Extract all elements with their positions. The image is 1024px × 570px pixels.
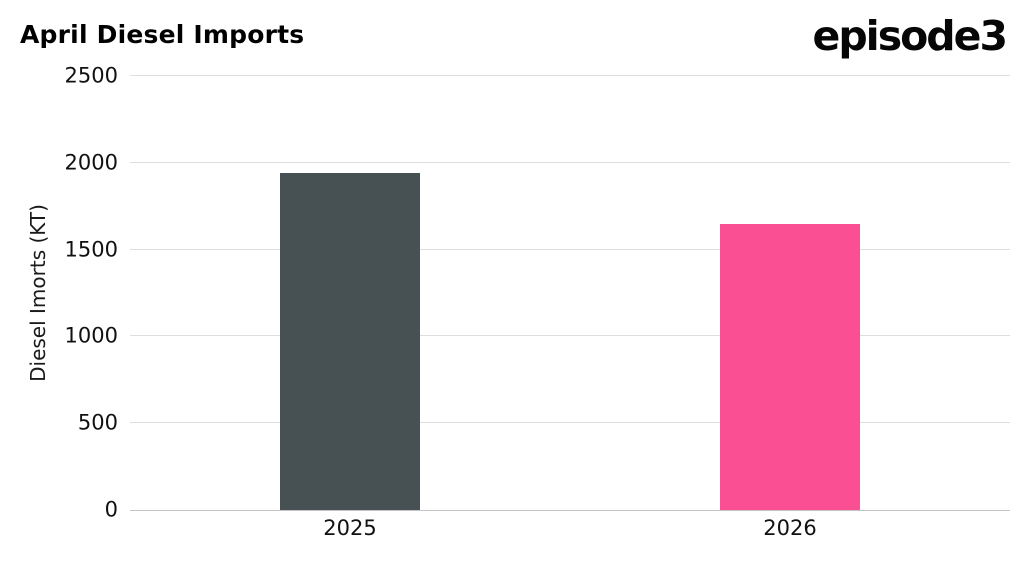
gridline: [130, 422, 1010, 424]
x-tick-label-2025: 2025: [323, 516, 377, 540]
y-tick-label: 2000: [64, 150, 118, 175]
gridline: [130, 335, 1010, 337]
bar-2025: [280, 173, 420, 510]
chart-title: April Diesel Imports: [20, 20, 305, 49]
y-tick-label: 500: [77, 410, 118, 435]
bar-slot-2026: [570, 76, 1010, 510]
y-tick-label: 0: [104, 497, 118, 522]
y-tick-label: 1000: [64, 323, 118, 348]
x-axis-labels: 2025 2026: [130, 516, 1010, 540]
gridline: [130, 75, 1010, 76]
brand-logo: episode3: [812, 12, 1008, 60]
gridline: [130, 161, 1010, 163]
y-axis-ticks: 0 500 1000 1500 2000 2500: [0, 65, 118, 520]
bar-2026: [720, 223, 860, 510]
gridline: [130, 248, 1010, 250]
y-tick-label: 2500: [64, 63, 118, 88]
bar-slot-2025: [130, 76, 570, 510]
plot-area: [130, 75, 1010, 511]
x-tick-label-2026: 2026: [763, 516, 817, 540]
y-tick-label: 1500: [64, 237, 118, 262]
